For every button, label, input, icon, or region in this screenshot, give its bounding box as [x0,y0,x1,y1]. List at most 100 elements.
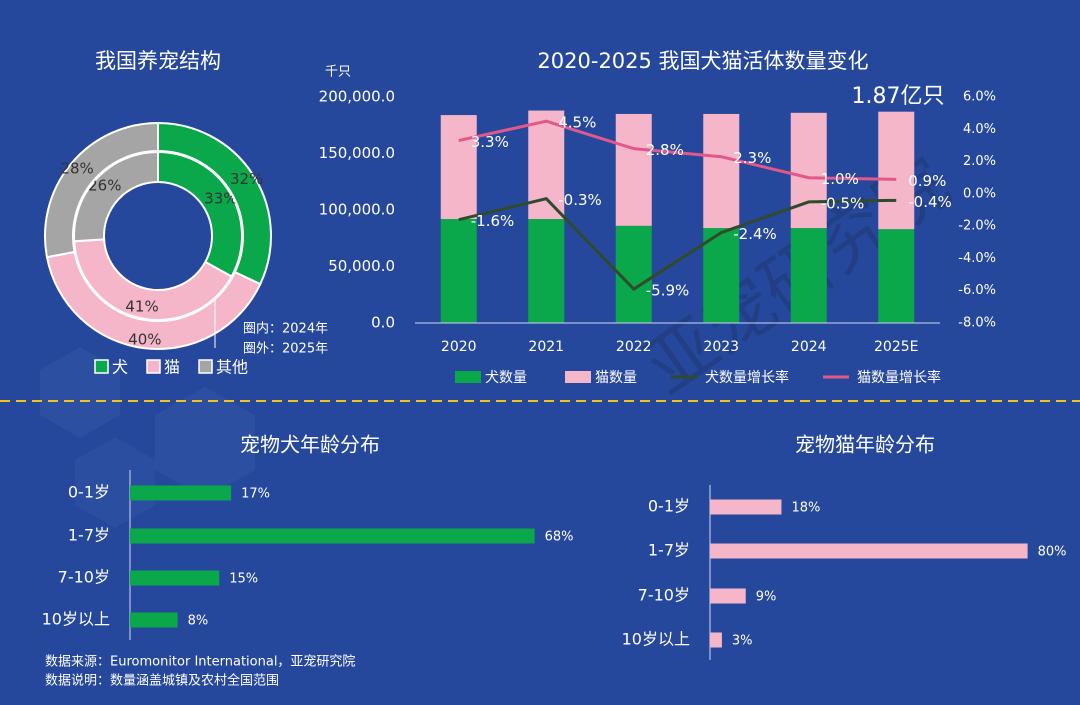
line-value-label: 2.8% [646,141,684,159]
y-tick-label: 0-1岁 [648,497,690,516]
y-tick-label: 1-7岁 [68,526,110,545]
bar-value-label: 68% [545,530,574,545]
bar [710,632,722,648]
bar-value-label: 8% [188,614,209,629]
bar [130,612,178,628]
bar [440,115,477,220]
y2-tick-label: 0.0% [963,186,996,201]
bar [703,228,740,323]
bar [790,112,827,229]
x-tick-label: 2021 [528,339,564,355]
y-tick-label: 100,000.0 [319,201,395,219]
line-series [458,119,897,181]
line-value-label: -2.4% [733,225,777,243]
footer-source: 数据来源：Euromonitor International，亚宠研究院 [45,654,355,670]
y2-tick-label: -2.0% [958,219,996,234]
bar-value-label: 3% [732,634,753,649]
legend-label: 猫数量增长率 [857,369,941,386]
line-series [458,197,897,292]
bar-value-label: 18% [791,501,820,516]
bar [790,228,827,323]
legend-label: 犬 [112,358,128,377]
bar-value-label: 9% [756,590,777,605]
y2-tick-label: 2.0% [963,154,996,169]
x-tick-label: 2022 [616,339,652,355]
bar [615,113,652,226]
legend-swatch [94,359,109,374]
bar-value-label: 15% [229,572,258,587]
line-value-label: 0.9% [908,172,946,190]
line-value-label: 2.3% [733,149,771,167]
x-tick-label: 2020 [441,339,477,355]
x-tick-label: 2023 [703,339,739,355]
legend-swatch [198,359,213,374]
bar [878,111,915,230]
y2-tick-label: -4.0% [958,251,996,266]
y-tick-label: 0-1岁 [68,483,110,502]
legend-label: 其他 [216,358,248,377]
y-tick-label: 7-10岁 [58,568,110,587]
chart-title: 2020-2025 我国犬猫活体数量变化 [537,49,868,73]
annotation: 圈外：2025年 [243,342,328,357]
y-tick-label: 50,000.0 [328,257,395,275]
legend-label: 犬数量增长率 [705,369,789,386]
annotation: 圈内：2024年 [243,321,328,337]
y2-tick-label: -8.0% [958,316,996,331]
bar [130,570,220,586]
y-tick-label: 7-10岁 [638,586,690,605]
bar-value-label: 17% [241,487,270,502]
chart-title: 我国养宠结构 [95,49,221,73]
y-tick-label: 1-7岁 [648,541,690,560]
x-tick-label: 2024 [791,339,827,355]
hexagon-decor [75,437,155,528]
legend-swatch [146,359,161,374]
y2-tick-label: -6.0% [958,283,996,298]
y-axis-label: 千只 [325,65,351,80]
line-value-label: 4.5% [558,114,596,132]
bar-value-label: 80% [1038,545,1067,560]
bar [130,528,535,544]
donut-value-label: 40% [128,331,161,349]
legend-swatch [565,371,591,383]
bar [710,499,782,515]
bar [878,229,915,323]
line-value-label: -0.4% [908,193,952,211]
donut-value-label: 28% [60,160,93,178]
line-value-label: -1.6% [471,212,515,230]
bar [710,543,1028,559]
hexagon-decor [155,387,255,498]
x-tick-label: 2025E [874,339,918,355]
y-tick-label: 10岁以上 [42,610,110,629]
bar [528,219,565,323]
bar [130,485,232,501]
donut-value-label: 33% [204,189,237,207]
legend-label: 猫数量 [595,370,637,386]
legend-label: 猫 [164,358,180,377]
donut-segment [73,150,159,243]
y2-tick-label: 4.0% [963,122,996,137]
line-value-label: 3.3% [471,133,509,151]
line-value-label: -0.5% [821,194,865,212]
y-tick-label: 200,000.0 [319,88,395,106]
donut-segment [73,238,233,321]
legend-label: 犬数量 [485,370,527,386]
donut-value-label: 26% [88,177,121,195]
line-value-label: -0.3% [558,191,602,209]
donut-value-label: 41% [125,298,158,316]
donut-segment [45,250,262,350]
bar [615,225,652,323]
bar [710,588,746,604]
bar [703,113,740,229]
y2-tick-label: 6.0% [963,90,996,105]
y-tick-label: 0.0 [371,314,395,332]
chart-title: 宠物猫年龄分布 [795,433,935,457]
y-tick-label: 150,000.0 [319,144,395,162]
donut-value-label: 32% [230,170,263,188]
annotation: 1.87亿只 [852,84,945,109]
line-value-label: 1.0% [821,170,859,188]
donut-segment [44,121,159,259]
bar [440,219,477,323]
legend-swatch [455,371,481,383]
